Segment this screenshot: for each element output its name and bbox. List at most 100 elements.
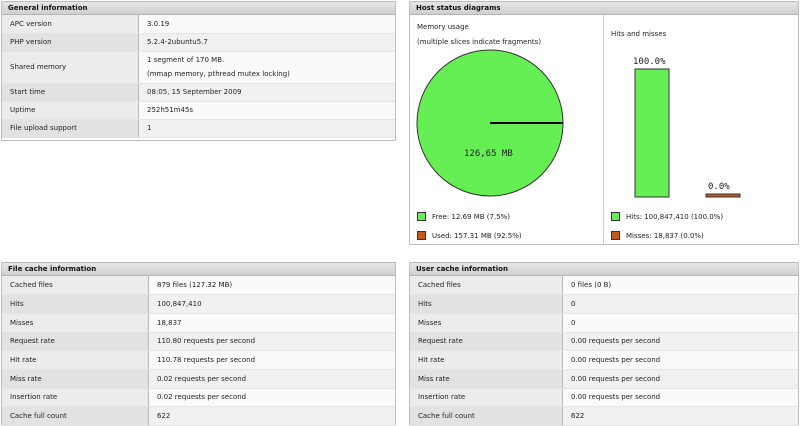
row-label: Shared memory	[2, 51, 139, 84]
user-cache-table: Cached files 0 files (0 B) Hits 0 Misses 0 …	[410, 276, 798, 426]
hits-bar-chart	[634, 68, 741, 198]
table-row: Hit rate 0.00 requests per second	[410, 350, 798, 370]
shared-memory-line1: 1 segment of 170 MB.	[147, 56, 225, 64]
row-value: 622	[562, 406, 798, 426]
row-value: 879 files (127.32 MB)	[148, 276, 395, 295]
row-value: 0	[562, 294, 798, 314]
row-value: 3.0.19	[138, 15, 395, 34]
shared-memory-line2: (mmap memory, pthread mutex locking)	[147, 70, 290, 78]
row-value: 5.2.4-2ubuntu5.7	[138, 33, 395, 52]
row-label: Insertion rate	[2, 388, 149, 407]
table-row: Insertion rate 0.00 requests per second	[410, 388, 798, 407]
row-value: 110.80 requests per second	[148, 332, 395, 351]
file-cache-title: File cache information	[2, 263, 395, 276]
table-row: Start time 08:05, 15 September 2009	[2, 83, 395, 102]
bar-hits	[634, 68, 670, 198]
row-value: 100,847,410	[148, 294, 395, 314]
legend-hits: Hits: 100,847,410 (100.0%)	[611, 212, 723, 221]
hits-misses-title: Hits and misses	[611, 30, 667, 38]
row-label: Miss rate	[410, 369, 563, 389]
row-value: 0.00 requests per second	[562, 369, 798, 389]
legend-used: Used: 157.31 MB (92.5%)	[417, 231, 522, 240]
diagram-divider	[603, 15, 604, 244]
row-value: 0 files (0 B)	[562, 276, 798, 295]
legend-hits-label: Hits: 100,847,410 (100.0%)	[626, 212, 724, 221]
general-information-panel: General information APC version 3.0.19 P…	[1, 1, 396, 141]
memory-usage-title: Memory usage	[417, 23, 469, 31]
table-row: PHP version 5.2.4-2ubuntu5.7	[2, 33, 395, 52]
host-status-panel: Host status diagrams Memory usage (multi…	[409, 1, 799, 245]
row-label: Request rate	[2, 332, 149, 351]
table-row: Miss rate 0.00 requests per second	[410, 369, 798, 389]
table-row: Miss rate 0.02 requests per second	[2, 369, 395, 389]
legend-free: Free: 12.69 MB (7.5%)	[417, 212, 510, 221]
general-information-title: General information	[2, 2, 395, 15]
misses-bar-label: 0.0%	[708, 182, 730, 192]
row-value: 0.02 requests per second	[148, 388, 395, 407]
row-label: APC version	[2, 15, 139, 34]
table-row: Request rate 0.00 requests per second	[410, 332, 798, 351]
row-label: Start time	[2, 83, 139, 102]
row-value: 0	[562, 313, 798, 333]
table-row: Hit rate 110.78 requests per second	[2, 350, 395, 370]
row-value: 1 segment of 170 MB. (mmap memory, pthre…	[138, 51, 395, 84]
row-value: 0.00 requests per second	[562, 350, 798, 370]
row-label: Hit rate	[410, 350, 563, 370]
table-row: Cached files 0 files (0 B)	[410, 276, 798, 295]
row-label: Hits	[410, 294, 563, 314]
user-cache-title: User cache information	[410, 263, 798, 276]
row-label: Cached files	[410, 276, 563, 295]
row-value: 08:05, 15 September 2009	[138, 83, 395, 102]
bar-misses	[705, 193, 741, 198]
free-swatch-icon	[417, 212, 426, 221]
row-label: Misses	[2, 313, 149, 333]
legend-misses: Misses: 18,837 (0.0%)	[611, 231, 704, 240]
row-label: PHP version	[2, 33, 139, 52]
file-cache-panel: File cache information Cached files 879 f…	[1, 262, 396, 426]
table-row: File upload support 1	[2, 119, 395, 138]
host-status-title: Host status diagrams	[410, 2, 798, 15]
table-row: Shared memory 1 segment of 170 MB. (mmap…	[2, 51, 395, 84]
table-row: Hits 100,847,410	[2, 294, 395, 314]
table-row: Cache full count 622	[2, 406, 395, 426]
row-value: 110.78 requests per second	[148, 350, 395, 370]
table-row: Request rate 110.80 requests per second	[2, 332, 395, 351]
row-value: 0.02 requests per second	[148, 369, 395, 389]
row-label: Insertion rate	[410, 388, 563, 407]
row-label: Cached files	[2, 276, 149, 295]
row-value: 0.00 requests per second	[562, 332, 798, 351]
table-row: Hits 0	[410, 294, 798, 314]
row-value: 18,837	[148, 313, 395, 333]
legend-used-label: Used: 157.31 MB (92.5%)	[432, 231, 522, 240]
row-label: Miss rate	[2, 369, 149, 389]
row-label: Cache full count	[410, 406, 563, 426]
hits-swatch-icon	[611, 212, 620, 221]
row-label: Cache full count	[2, 406, 149, 426]
table-row: Insertion rate 0.02 requests per second	[2, 388, 395, 407]
row-label: Hits	[2, 294, 149, 314]
row-label: Request rate	[410, 332, 563, 351]
legend-misses-label: Misses: 18,837 (0.0%)	[626, 231, 704, 240]
legend-free-label: Free: 12.69 MB (7.5%)	[432, 212, 511, 221]
row-label: Uptime	[2, 101, 139, 120]
used-swatch-icon	[417, 231, 426, 240]
row-value: 252h51m45s	[138, 101, 395, 120]
table-row: Misses 18,837	[2, 313, 395, 333]
table-row: APC version 3.0.19	[2, 15, 395, 34]
table-row: Uptime 252h51m45s	[2, 101, 395, 120]
general-information-table: APC version 3.0.19 PHP version 5.2.4-2ub…	[2, 15, 395, 138]
hits-bar-label: 100.0%	[633, 57, 666, 67]
pie-data-label: 126,65 MB	[464, 149, 513, 159]
file-cache-table: Cached files 879 files (127.32 MB) Hits 10…	[2, 276, 395, 426]
row-label: File upload support	[2, 119, 139, 138]
row-label: Misses	[410, 313, 563, 333]
memory-pie-chart	[416, 49, 564, 197]
row-value: 1	[138, 119, 395, 138]
table-row: Cache full count 622	[410, 406, 798, 426]
row-value: 622	[148, 406, 395, 426]
memory-usage-subtitle: (multiple slices indicate fragments)	[417, 38, 542, 46]
row-label: Hit rate	[2, 350, 149, 370]
misses-swatch-icon	[611, 231, 620, 240]
table-row: Misses 0	[410, 313, 798, 333]
user-cache-panel: User cache information Cached files 0 fil…	[409, 262, 799, 426]
